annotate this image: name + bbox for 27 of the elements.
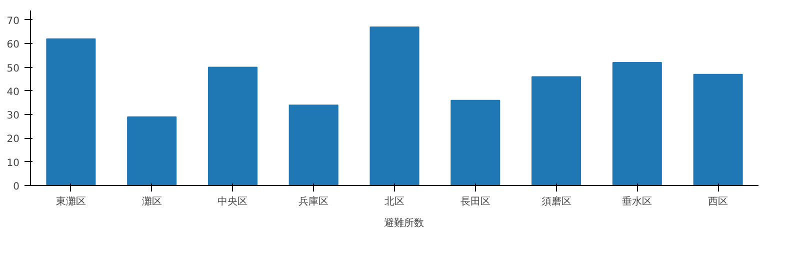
x-tick-label: 中央区 bbox=[218, 196, 248, 208]
x-tick-label: 兵庫区 bbox=[298, 196, 329, 208]
y-tick-label: 40 bbox=[6, 86, 20, 98]
y-tick-label: 10 bbox=[6, 158, 20, 169]
bar bbox=[288, 104, 338, 186]
bar bbox=[532, 76, 582, 186]
y-tick-label: 50 bbox=[6, 63, 20, 74]
x-tick-label: 北区 bbox=[384, 196, 404, 208]
x-tick-label: 長田区 bbox=[460, 196, 490, 208]
text: 避難所数 bbox=[384, 216, 424, 230]
bar bbox=[208, 66, 258, 186]
y-tick-label: 60 bbox=[6, 40, 20, 51]
bar bbox=[693, 74, 743, 186]
y-tick-label: 70 bbox=[6, 16, 20, 27]
y-tick-label: 0 bbox=[13, 182, 20, 192]
bar bbox=[46, 38, 96, 186]
x-tick-label: 須磨区 bbox=[541, 196, 572, 208]
x-tick-label: 西区 bbox=[708, 196, 728, 208]
bar bbox=[370, 26, 420, 186]
y-tick-label: 20 bbox=[6, 134, 20, 146]
bar bbox=[612, 62, 662, 186]
x-tick-label: 灘区 bbox=[142, 196, 162, 208]
x-tick-label: 垂水区 bbox=[622, 196, 652, 208]
bar bbox=[127, 116, 177, 186]
y-tick-label: 30 bbox=[6, 110, 20, 122]
x-tick-label: 東灘区 bbox=[56, 196, 86, 208]
bar bbox=[450, 100, 500, 186]
